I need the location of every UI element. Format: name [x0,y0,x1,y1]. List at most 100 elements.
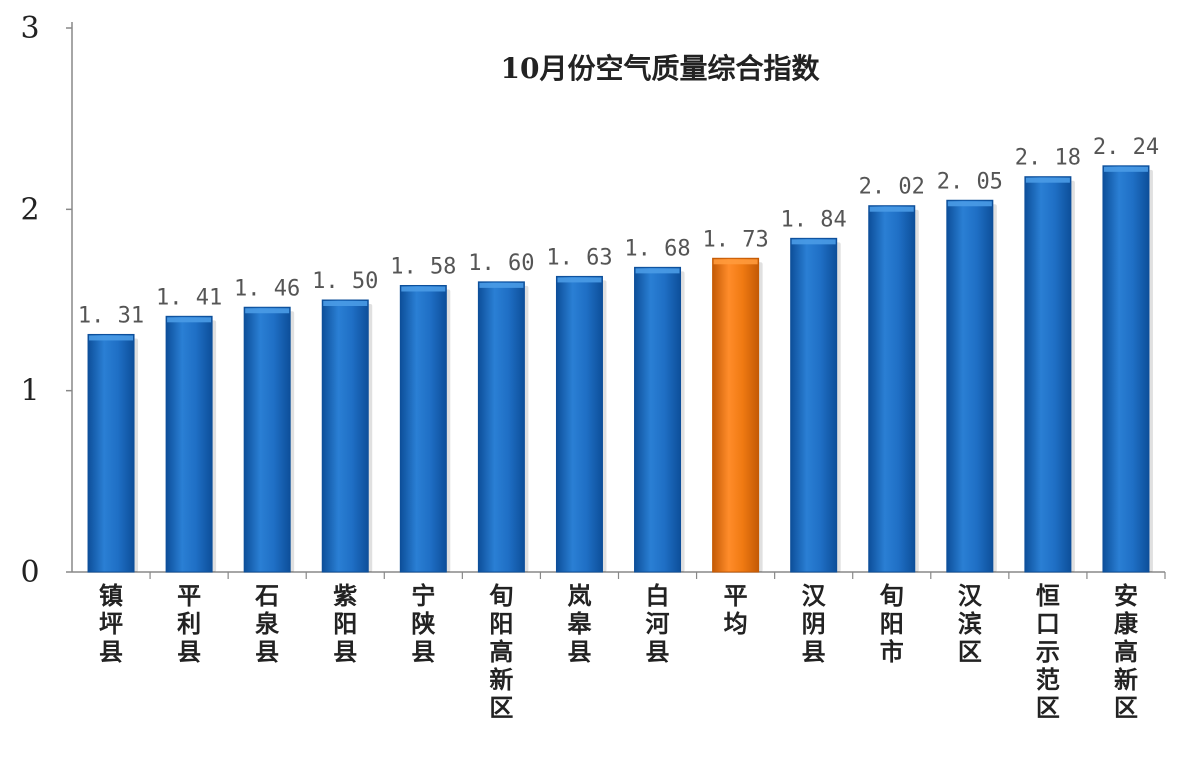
category-label-char: 县 [333,637,357,666]
bar [87,333,135,573]
category-label-char: 泉 [255,609,280,638]
bar-top-bevel [713,259,758,265]
category-label: 紫阳县 [333,581,357,666]
category-label-char: 白 [646,581,670,610]
category-label-char: 恒 [1036,581,1060,610]
bar-value-label: 2. 18 [1015,146,1081,171]
category-label-char: 滨 [958,609,982,638]
category-label-char: 阳 [489,609,513,638]
category-label-char: 县 [99,637,123,666]
category-label-char: 利 [177,609,201,638]
category-label-char: 示 [1036,637,1060,666]
bar-value-label: 2. 24 [1093,135,1159,160]
category-label-char: 岚 [567,581,591,610]
category-label-char: 坪 [99,609,123,638]
bar [634,266,682,573]
y-tick-label: 1 [20,374,39,409]
bar [243,306,291,573]
bar-value-label: 2. 02 [859,175,925,200]
category-label-char: 区 [958,637,982,666]
category-label-char: 均 [724,609,748,638]
category-label-char: 县 [255,637,279,666]
bar-value-label: 1. 60 [468,251,534,276]
category-label-char: 范 [1036,665,1060,694]
category-label-char: 新 [1114,665,1138,694]
category-label-char: 陕 [411,609,435,638]
bars [87,165,1153,573]
bar-top-bevel [401,286,446,292]
bar-value-label: 1. 41 [156,285,222,310]
bar [555,275,603,573]
category-label: 平均 [724,581,748,638]
category-label-char: 汉 [958,581,983,610]
bar-top-bevel [1103,166,1148,172]
bar-top-bevel [167,317,212,323]
category-label: 恒口示范区 [1036,581,1060,722]
bar [1024,176,1072,573]
category-label-char: 石 [254,581,279,610]
category-label-char: 县 [411,637,435,666]
bar [790,237,838,573]
y-tick-label: 3 [20,11,39,46]
y-tick-label: 0 [20,555,39,590]
category-label-char: 宁 [411,581,435,610]
category-label-char: 平 [177,581,201,610]
bar-top-bevel [791,239,836,245]
bar-value-label: 1. 58 [390,254,456,279]
category-label-char: 阴 [802,609,826,638]
category-label: 镇坪县 [99,581,123,666]
bar-value-label: 1. 63 [546,245,612,270]
bar-top-bevel [245,308,290,314]
category-label-char: 汉 [802,581,827,610]
bar [399,284,447,573]
bar-value-label: 1. 73 [702,227,768,252]
category-label-char: 区 [489,693,513,722]
category-label-char: 县 [567,637,591,666]
bar-top-bevel [869,206,914,212]
category-label-char: 县 [802,637,826,666]
category-label-char: 阳 [333,609,357,638]
category-label-char: 口 [1036,609,1060,638]
category-label-char: 区 [1114,693,1138,722]
bar-value-label: 1. 68 [624,236,690,261]
bar-value-label: 1. 46 [234,276,300,301]
category-label: 汉阴县 [802,581,827,666]
category-label: 平利县 [177,581,201,666]
category-label-char: 平 [724,581,748,610]
bar-top-bevel [947,201,992,207]
chart-title: 10月份空气质量综合指数 [501,52,821,85]
bar-top-bevel [635,268,680,274]
category-label-char: 紫 [333,581,357,610]
category-label-char: 高 [489,637,513,666]
bar-top-bevel [1025,177,1070,183]
bar-value-label: 1. 50 [312,269,378,294]
bar-top-bevel [479,282,524,288]
category-label: 石泉县 [254,581,280,666]
bar-value-label: 2. 05 [937,169,1003,194]
category-label: 旬阳市 [880,581,904,666]
category-label-char: 旬 [489,581,513,610]
bar [165,315,213,573]
labels: 1. 31 镇坪县 1. 41 平利县 1. 46 石泉县 1. 50 紫阳县 1. 58 宁陕县… [78,135,1159,722]
category-label-char: 县 [646,637,670,666]
category-label: 安康高新区 [1114,581,1139,722]
category-label-char: 皋 [567,609,592,638]
category-label-char: 阳 [880,609,904,638]
bar-average [712,257,760,573]
category-label-char: 旬 [880,581,904,610]
category-label-char: 康 [1114,609,1139,638]
category-label: 宁陕县 [411,581,435,666]
y-tick-label: 2 [20,192,39,227]
bar-value-label: 1. 84 [781,207,847,232]
bar [1102,165,1150,573]
category-label-char: 区 [1036,693,1060,722]
category-label: 汉滨区 [958,581,983,666]
category-label: 岚皋县 [567,581,592,666]
bar [321,299,369,573]
category-label-char: 新 [489,665,513,694]
category-label-char: 河 [646,609,670,638]
bar-value-label: 1. 31 [78,303,144,328]
category-label: 旬阳高新区 [489,581,513,722]
